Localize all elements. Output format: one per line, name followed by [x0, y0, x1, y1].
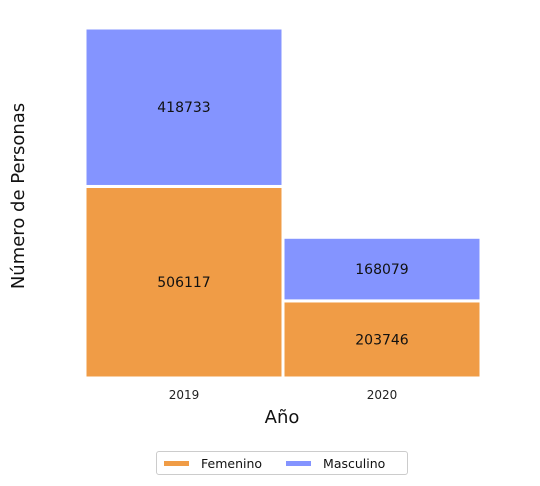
x-tick-label-2019: 2019 — [169, 388, 200, 402]
x-tick-labels: 2019 2020 — [169, 388, 398, 402]
x-axis-label: Año — [265, 407, 300, 428]
legend-label-femenino: Femenino — [201, 455, 263, 471]
bar-masculino-2019 — [83, 26, 285, 188]
legend-item-masculino: Masculino — [286, 456, 385, 471]
bar-masculino-2020 — [281, 235, 483, 303]
data-label-masculino-2019: 418733 — [157, 100, 210, 116]
legend-swatch-masculino — [286, 460, 312, 466]
bar-femenino-2019 — [83, 184, 285, 380]
y-axis-label: Número de Personas — [8, 103, 29, 289]
bars-group: 506117 418733 203746 168079 — [83, 26, 483, 380]
data-label-femenino-2019: 506117 — [157, 275, 210, 291]
legend-label-masculino: Masculino — [323, 455, 386, 471]
data-label-masculino-2020: 168079 — [355, 262, 408, 278]
legend-swatch-femenino — [164, 460, 189, 466]
legend-item-femenino: Femenino — [164, 456, 262, 471]
data-label-femenino-2020: 203746 — [355, 332, 409, 348]
x-tick-label-2020: 2020 — [367, 388, 398, 402]
legend: Femenino Masculino — [156, 451, 408, 475]
